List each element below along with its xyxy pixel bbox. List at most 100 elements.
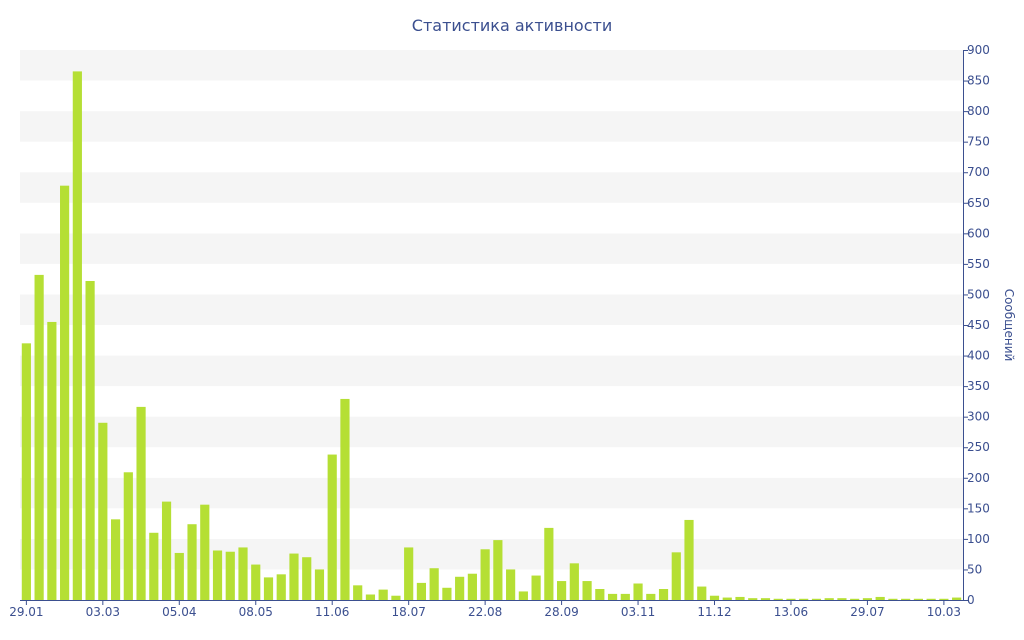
- bar: [289, 553, 299, 600]
- grid-band: [20, 569, 963, 600]
- y-tick-label: 450: [967, 318, 990, 332]
- bar: [862, 598, 873, 600]
- bar: [875, 596, 885, 600]
- bar: [811, 598, 822, 600]
- bar: [187, 524, 197, 600]
- x-tick-label: 11.12: [697, 605, 731, 619]
- x-tick-label: 28.09: [544, 605, 578, 619]
- grid-band: [20, 386, 963, 417]
- grid-band: [20, 447, 963, 478]
- bar: [161, 501, 172, 600]
- x-axis-ticks: 29.01 03.03 05.04 08.05 11.06 18.07 22.08 28.09…: [9, 600, 961, 619]
- y-tick-label: 50: [967, 562, 982, 576]
- bar: [123, 472, 133, 600]
- grid-band: [20, 355, 963, 387]
- y-tick-label: 250: [967, 440, 990, 454]
- bar: [314, 569, 325, 600]
- y-tick-label: 700: [967, 165, 990, 179]
- x-tick-label: 11.06: [315, 605, 349, 619]
- bar: [926, 598, 936, 600]
- bar: [952, 597, 962, 600]
- bar: [404, 547, 414, 600]
- bar: [442, 587, 452, 600]
- bar: [824, 598, 834, 600]
- bar: [136, 406, 146, 600]
- y-tick-label: 900: [967, 43, 990, 57]
- bar: [416, 582, 426, 600]
- bar: [901, 598, 911, 600]
- grid-band: [20, 508, 963, 539]
- y-tick-label: 550: [967, 257, 990, 271]
- bar: [709, 595, 720, 600]
- grid-band: [20, 141, 963, 173]
- bar: [850, 598, 860, 600]
- grid-band: [20, 477, 963, 509]
- bar: [799, 598, 809, 600]
- bar: [913, 598, 923, 600]
- bar: [786, 598, 796, 600]
- bar: [225, 551, 235, 600]
- x-tick-label: 22.08: [468, 605, 502, 619]
- bar: [174, 552, 184, 600]
- y-tick-label: 800: [967, 104, 990, 118]
- bar: [149, 532, 159, 600]
- bar: [735, 596, 745, 600]
- bar: [595, 589, 605, 600]
- bar: [263, 577, 274, 600]
- y-tick-label: 300: [967, 410, 990, 424]
- x-tick-label: 13.06: [774, 605, 808, 619]
- bar: [506, 569, 516, 600]
- y-tick-label: 850: [967, 74, 990, 88]
- bar: [658, 589, 669, 600]
- grid-band: [20, 325, 963, 356]
- y-tick-label: 650: [967, 196, 990, 210]
- bar: [251, 564, 261, 600]
- bar: [340, 398, 350, 600]
- bar: [480, 549, 490, 600]
- bar: [607, 593, 618, 600]
- y-tick-label: 100: [967, 532, 990, 546]
- bar: [493, 540, 503, 600]
- bar: [429, 568, 439, 600]
- bar: [455, 576, 465, 600]
- bar: [353, 585, 363, 600]
- x-tick-label: 18.07: [391, 605, 425, 619]
- bar: [212, 550, 223, 600]
- y-axis-ticks: 0 50 100 150 200 250 300 350 400 450 500 550 600 650 7…: [963, 43, 990, 607]
- bar: [60, 185, 70, 601]
- bar: [582, 581, 592, 600]
- bar: [544, 527, 554, 600]
- bar: [684, 519, 694, 600]
- grid-band: [20, 111, 963, 142]
- bars: [21, 71, 962, 601]
- bar: [238, 547, 248, 600]
- y-tick-label: 500: [967, 287, 990, 301]
- y-tick-label: 600: [967, 226, 990, 240]
- x-tick-label: 10.03: [927, 605, 961, 619]
- bar: [722, 597, 732, 600]
- bar: [837, 598, 847, 600]
- bar: [633, 583, 643, 600]
- bar: [939, 598, 949, 600]
- x-tick-label: 08.05: [239, 605, 273, 619]
- bar: [557, 581, 567, 600]
- bar: [620, 593, 630, 600]
- bar: [85, 281, 95, 600]
- bar: [34, 274, 44, 600]
- x-tick-label: 05.04: [162, 605, 196, 619]
- bar: [888, 598, 898, 600]
- bar: [697, 586, 707, 600]
- bar: [47, 321, 57, 600]
- y-tick-label: 0: [967, 593, 975, 607]
- grid-band: [20, 538, 963, 570]
- bar: [748, 598, 758, 600]
- grid-band: [20, 233, 963, 264]
- y-tick-label: 750: [967, 135, 990, 149]
- bar: [518, 591, 528, 600]
- grid-band: [20, 80, 963, 112]
- bar: [98, 422, 108, 600]
- grid-bands: [20, 50, 963, 600]
- bar: [760, 598, 771, 600]
